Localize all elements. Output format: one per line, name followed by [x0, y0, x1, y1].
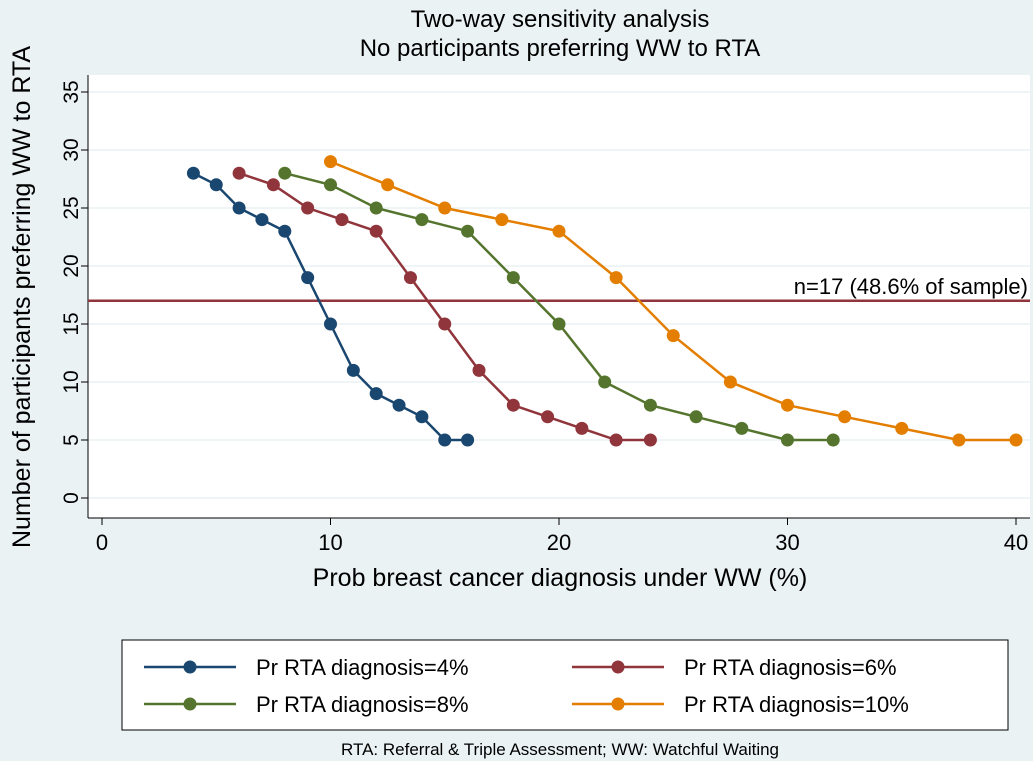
x-axis-title: Prob breast cancer diagnosis under WW (%…: [313, 564, 808, 592]
data-point: [255, 213, 269, 227]
x-tick-label: 40: [1004, 530, 1028, 555]
chart-subtitle: No participants preferring WW to RTA: [360, 35, 761, 62]
data-point: [575, 421, 589, 435]
data-point: [472, 363, 486, 377]
y-tick-label: 25: [60, 196, 83, 219]
data-point: [438, 201, 452, 215]
reference-label: n=17 (48.6% of sample): [794, 274, 1028, 299]
data-point: [895, 421, 909, 435]
data-point: [381, 178, 395, 192]
data-point: [838, 410, 852, 424]
data-point: [278, 166, 292, 180]
x-tick-label: 10: [318, 530, 342, 555]
data-point: [186, 166, 200, 180]
data-point: [1009, 433, 1023, 447]
plot: 0 5 10 15 20 25 30 35 0 10 20 30 40 n=17 (48.6% of sa…: [60, 75, 1030, 555]
y-tick-label: 10: [60, 370, 83, 393]
y-tick-label: 35: [60, 80, 83, 103]
data-point: [438, 433, 452, 447]
data-point: [324, 155, 337, 169]
data-point: [266, 178, 280, 192]
data-point: [392, 398, 406, 412]
data-point: [324, 317, 337, 331]
data-point: [403, 271, 417, 285]
data-point: [369, 201, 383, 215]
legend-marker: [183, 660, 197, 674]
data-point: [781, 398, 794, 412]
data-point: [723, 375, 737, 389]
y-axis-title: Number of participants preferring WW to …: [8, 46, 36, 548]
x-tick-label: 20: [547, 530, 571, 555]
data-point: [461, 224, 475, 238]
legend-label: Pr RTA diagnosis=10%: [684, 692, 909, 717]
data-point: [232, 166, 246, 180]
chart-title: Two-way sensitivity analysis: [411, 6, 710, 33]
data-point: [609, 433, 623, 447]
data-point: [689, 410, 703, 424]
y-tick-label: 30: [60, 138, 83, 161]
plot-area: [88, 75, 1030, 518]
data-point: [541, 410, 555, 424]
data-point: [506, 271, 520, 285]
data-point: [643, 398, 657, 412]
legend-marker: [183, 697, 197, 711]
data-point: [461, 433, 475, 447]
legend-label: Pr RTA diagnosis=6%: [684, 655, 897, 680]
data-point: [552, 224, 566, 238]
x-tick-label: 0: [96, 530, 108, 555]
data-point: [324, 178, 337, 192]
data-point: [335, 213, 349, 227]
legend-label: Pr RTA diagnosis=4%: [256, 655, 469, 680]
data-point: [598, 375, 612, 389]
data-point: [369, 387, 383, 401]
data-point: [735, 421, 749, 435]
data-point: [301, 271, 315, 285]
y-tick-label: 0: [60, 492, 83, 504]
data-point: [438, 317, 452, 331]
data-point: [952, 433, 966, 447]
y-tick-label: 20: [60, 254, 83, 277]
data-point: [232, 201, 246, 215]
data-point: [552, 317, 566, 331]
data-point: [506, 398, 520, 412]
data-point: [609, 271, 623, 285]
data-point: [495, 213, 509, 227]
x-tick-label: 30: [775, 530, 799, 555]
data-point: [209, 178, 223, 192]
legend: [121, 639, 1009, 731]
data-point: [666, 329, 680, 343]
data-point: [643, 433, 657, 447]
data-point: [415, 410, 429, 424]
y-tick-label: 15: [60, 312, 83, 335]
data-point: [346, 363, 360, 377]
legend-marker: [611, 697, 625, 711]
legend-marker: [611, 660, 625, 674]
data-point: [278, 224, 292, 238]
data-point: [415, 213, 429, 227]
data-point: [781, 433, 794, 447]
legend-label: Pr RTA diagnosis=8%: [256, 692, 469, 717]
data-point: [826, 433, 840, 447]
y-tick-label: 5: [60, 434, 83, 446]
note: RTA: Referral & Triple Assessment; WW: W…: [341, 740, 779, 759]
data-point: [301, 201, 315, 215]
data-point: [369, 224, 383, 238]
